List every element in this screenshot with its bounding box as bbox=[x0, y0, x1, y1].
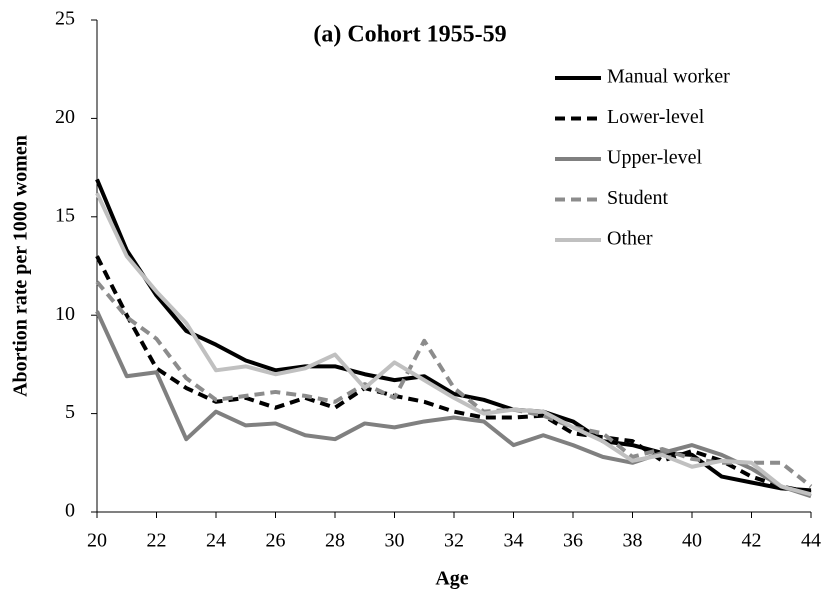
series-line bbox=[95, 255, 812, 495]
legend-label: Upper-level bbox=[607, 147, 703, 169]
series-line bbox=[95, 192, 812, 497]
x-tick-label: 42 bbox=[742, 530, 762, 552]
x-tick-label: 24 bbox=[206, 530, 226, 552]
legend-label: Lower-level bbox=[607, 106, 705, 128]
x-tick-label: 38 bbox=[623, 530, 643, 552]
x-tick-label: 40 bbox=[682, 530, 702, 552]
legend-label: Student bbox=[607, 187, 669, 209]
y-tick-label: 20 bbox=[55, 106, 75, 128]
y-tick-label: 10 bbox=[55, 303, 75, 325]
legend-label: Manual worker bbox=[607, 66, 730, 88]
y-tick-label: 5 bbox=[65, 401, 75, 423]
x-tick-label: 28 bbox=[325, 530, 345, 552]
y-axis-title: Abortion rate per 1000 women bbox=[10, 135, 32, 397]
x-tick-label: 26 bbox=[266, 530, 286, 552]
series-line bbox=[95, 178, 812, 493]
x-tick-label: 36 bbox=[563, 530, 583, 552]
series-line bbox=[95, 280, 813, 488]
x-tick-label: 32 bbox=[444, 530, 464, 552]
chart-title: (a) Cohort 1955-59 bbox=[313, 22, 506, 48]
x-tick-label: 20 bbox=[87, 530, 107, 552]
legend-label: Other bbox=[607, 228, 653, 250]
y-tick-label: 25 bbox=[55, 8, 75, 30]
y-tick-label: 15 bbox=[55, 204, 75, 226]
x-axis-title: Age bbox=[435, 568, 468, 590]
x-tick-label: 34 bbox=[504, 530, 524, 552]
x-tick-label: 22 bbox=[147, 530, 167, 552]
x-tick-label: 44 bbox=[801, 530, 821, 552]
y-tick-label: 0 bbox=[65, 500, 75, 522]
series-line bbox=[95, 310, 812, 499]
x-tick-label: 30 bbox=[385, 530, 405, 552]
